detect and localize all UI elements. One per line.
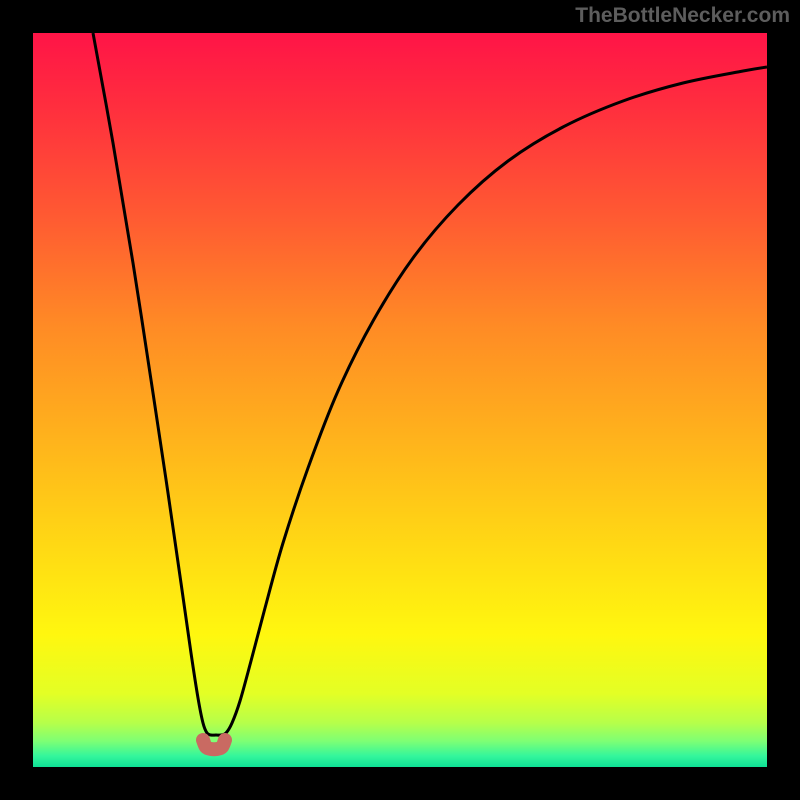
watermark-text: TheBottleNecker.com [575,4,790,28]
curve-layer [33,33,767,767]
bottleneck-curve [93,33,767,735]
optimal-marker [203,740,225,749]
plot-area [33,33,767,767]
chart-container: TheBottleNecker.com [0,0,800,800]
